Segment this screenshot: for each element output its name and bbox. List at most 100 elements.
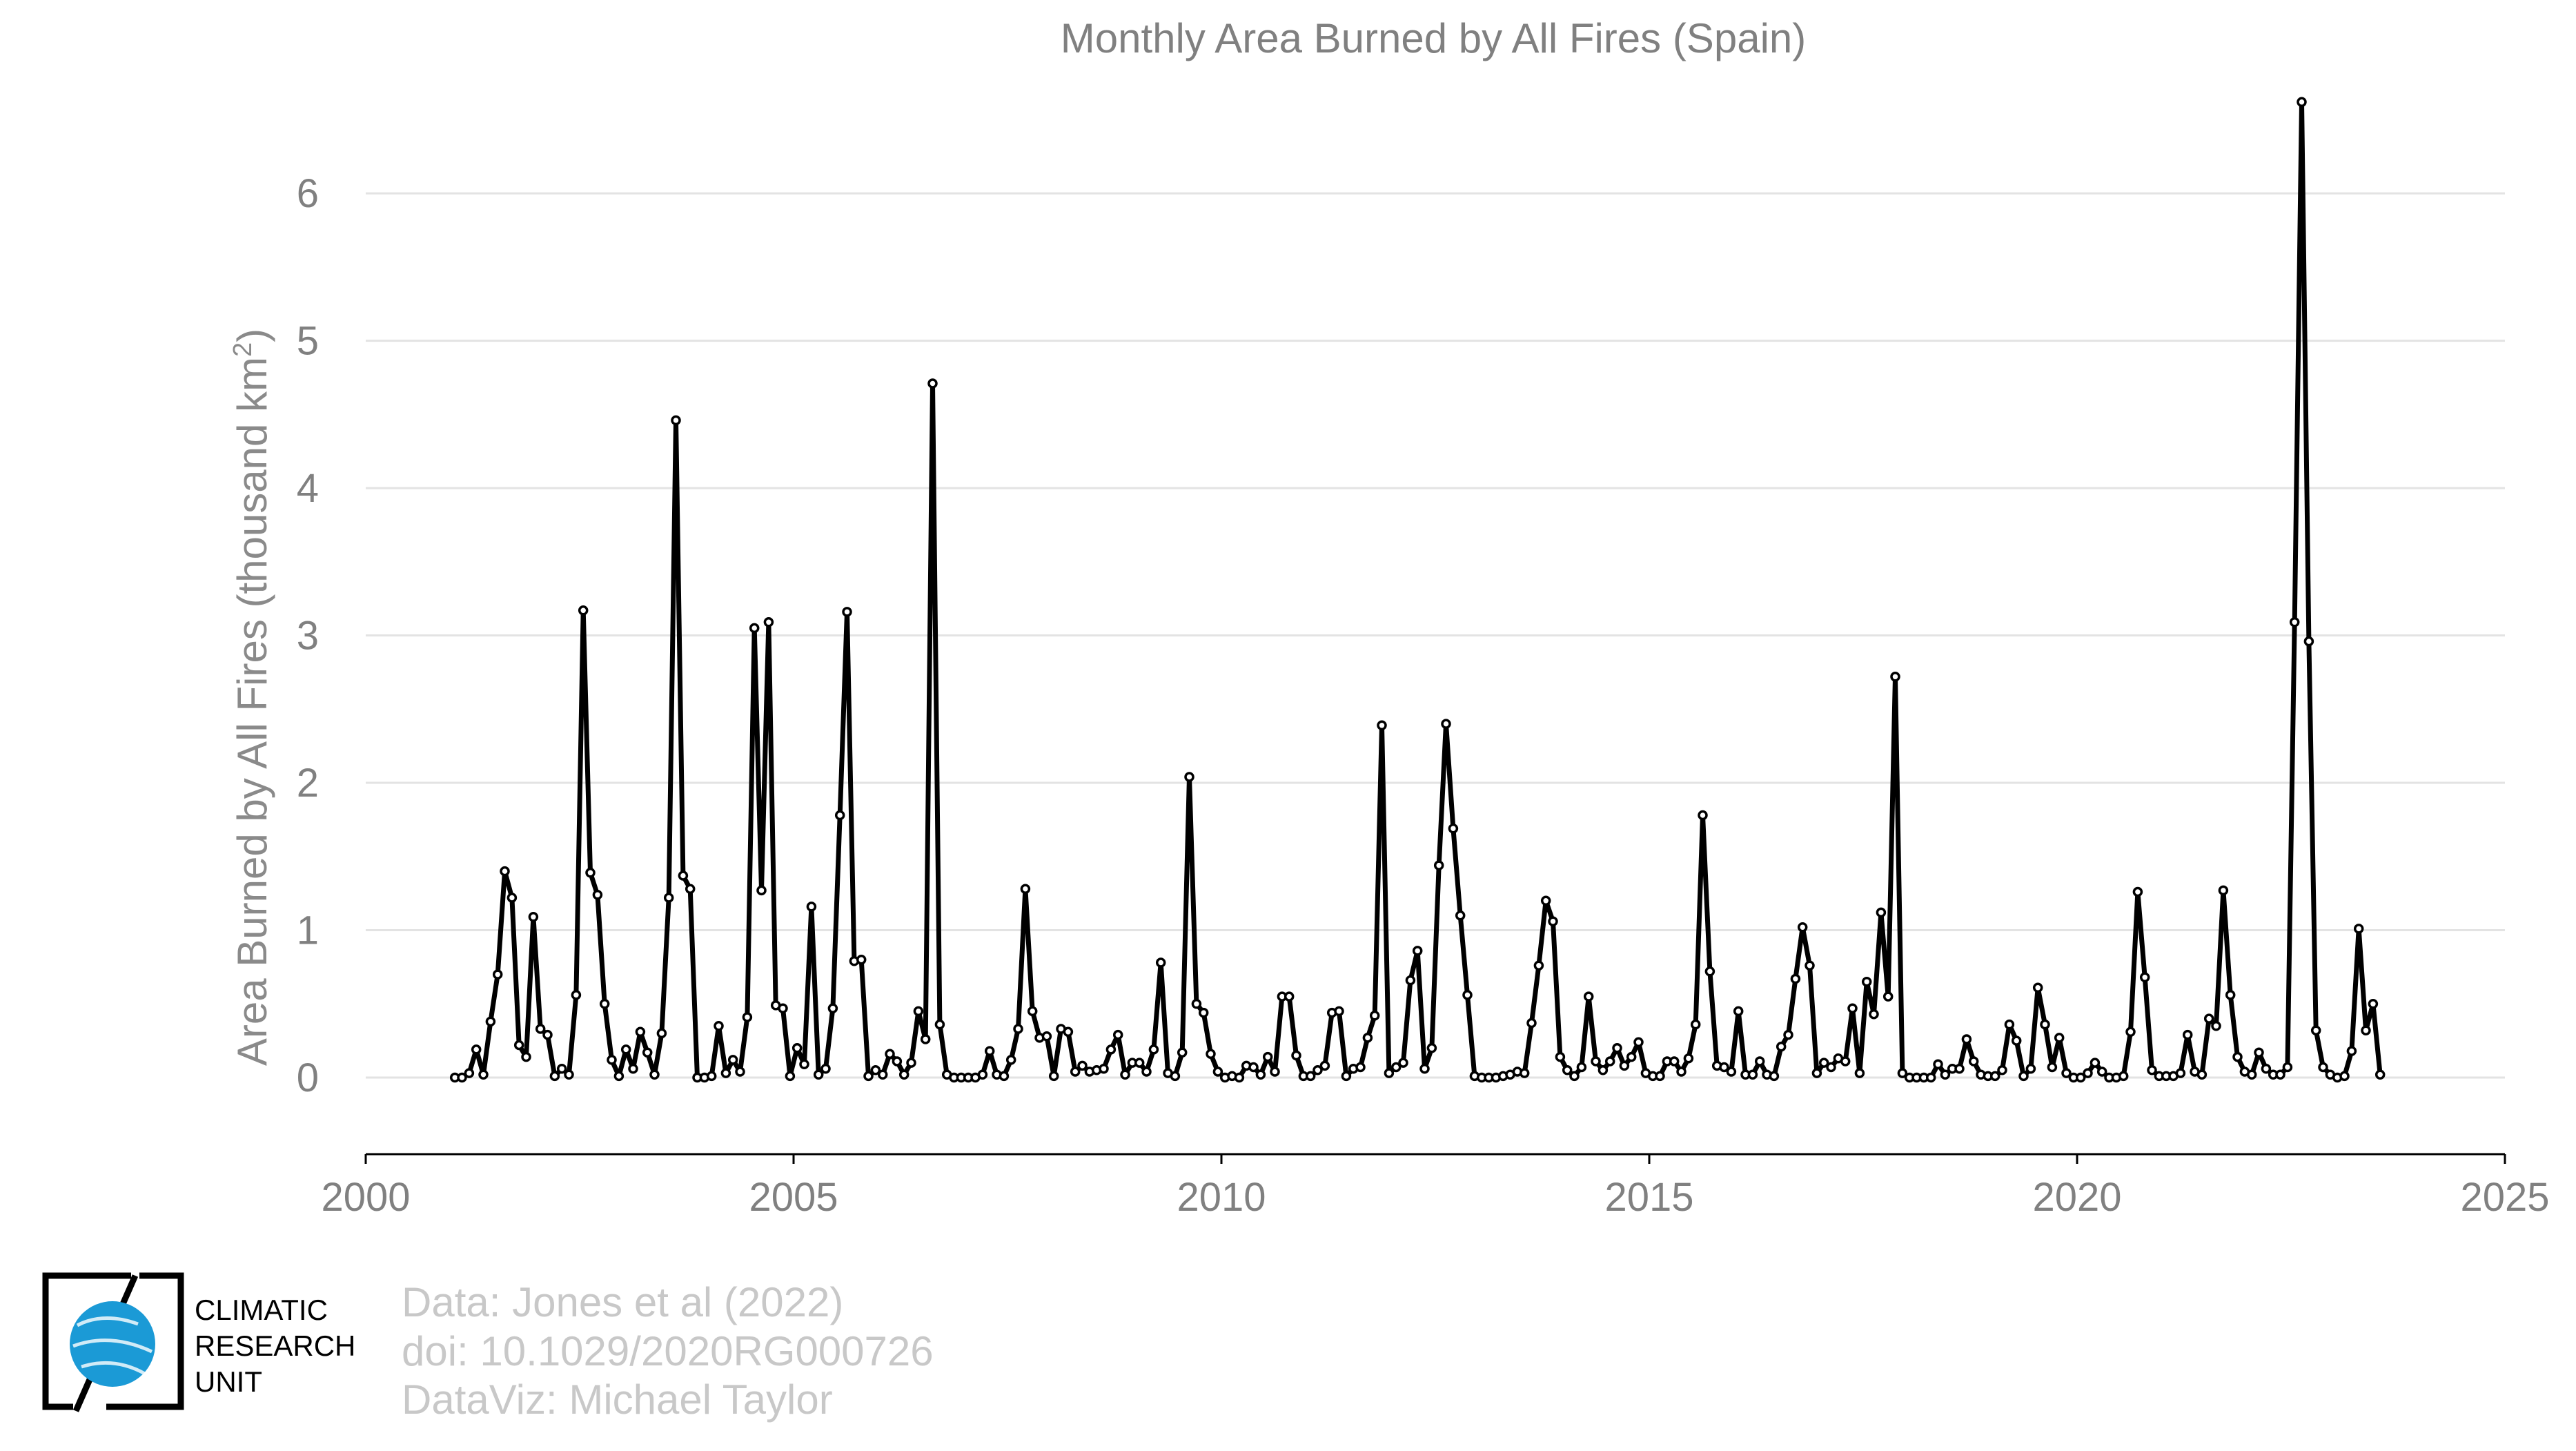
y-tick-label: 6 (297, 171, 319, 216)
data-point-134 (1405, 975, 1416, 986)
data-point-157 (1569, 1071, 1580, 1082)
data-point-41 (742, 1012, 753, 1022)
data-point-43 (756, 885, 767, 896)
data-point-81 (1027, 1006, 1038, 1017)
data-point-243 (2182, 1029, 2193, 1040)
data-point-32 (678, 870, 689, 881)
data-point-65 (913, 1006, 924, 1017)
data-point-2 (464, 1068, 475, 1078)
credit-dataviz: DataViz: Michael Taylor (402, 1376, 833, 1423)
data-point-176 (1704, 966, 1715, 977)
data-point-259 (2297, 97, 2307, 108)
logo-line-2: RESEARCH (195, 1330, 355, 1362)
data-point-192 (1818, 1058, 1829, 1068)
data-point-125 (1341, 1071, 1352, 1082)
data-point-120 (1305, 1071, 1316, 1082)
data-point-37 (714, 1021, 724, 1031)
data-point-5 (485, 1016, 496, 1027)
data-point-83 (1041, 1031, 1052, 1042)
data-point-38 (720, 1068, 731, 1078)
data-point-110 (1234, 1072, 1245, 1083)
data-point-217 (1997, 1065, 2007, 1075)
data-point-166 (1633, 1037, 1644, 1048)
data-point-213 (1968, 1056, 1979, 1067)
data-point-190 (1805, 960, 1815, 971)
data-point-160 (1591, 1056, 1601, 1067)
data-point-3 (471, 1044, 482, 1055)
data-point-186 (1776, 1041, 1787, 1052)
data-point-267 (2353, 924, 2364, 934)
y-tick-label: 3 (297, 614, 319, 659)
data-point-183 (1754, 1056, 1765, 1067)
x-tick-label: 2020 (2032, 1175, 2121, 1220)
data-point-16 (564, 1069, 574, 1080)
data-point-21 (599, 999, 610, 1009)
data-point-91 (1099, 1063, 1109, 1074)
data-point-129 (1369, 1011, 1380, 1021)
data-point-105 (1198, 1007, 1209, 1018)
data-point-228 (2075, 1072, 2086, 1083)
data-point-74 (977, 1069, 988, 1080)
data-point-54 (834, 810, 845, 821)
data-point-258 (2289, 617, 2300, 627)
x-tick-label: 2010 (1177, 1175, 1266, 1220)
data-point-198 (1861, 976, 1872, 987)
data-point-53 (827, 1003, 838, 1013)
data-point-28 (649, 1069, 660, 1080)
data-point-265 (2339, 1071, 2350, 1082)
data-point-96 (1134, 1058, 1145, 1068)
data-point-31 (671, 415, 681, 426)
data-point-171 (1669, 1056, 1680, 1067)
data-point-269 (2368, 999, 2379, 1009)
series-area-burned (449, 97, 2386, 1083)
data-point-124 (1334, 1006, 1344, 1017)
data-point-173 (1683, 1053, 1694, 1064)
data-point-158 (1576, 1062, 1587, 1073)
data-point-66 (920, 1034, 931, 1044)
data-point-254 (2261, 1063, 2272, 1074)
data-point-212 (1961, 1034, 1972, 1044)
data-point-112 (1248, 1062, 1259, 1073)
data-point-87 (1070, 1067, 1081, 1077)
data-point-152 (1533, 960, 1544, 971)
data-point-12 (535, 1024, 546, 1034)
data-point-104 (1191, 999, 1202, 1009)
data-point-29 (656, 1028, 667, 1039)
data-point-257 (2282, 1062, 2293, 1073)
data-point-128 (1362, 1033, 1373, 1043)
data-point-161 (1597, 1065, 1609, 1075)
data-point-46 (778, 1003, 788, 1013)
data-point-57 (856, 954, 867, 965)
data-point-122 (1319, 1060, 1330, 1071)
data-point-77 (999, 1071, 1010, 1082)
data-point-200 (1876, 907, 1887, 918)
data-point-22 (607, 1055, 617, 1065)
data-point-165 (1626, 1051, 1637, 1062)
data-point-115 (1270, 1067, 1280, 1077)
data-point-103 (1184, 772, 1194, 782)
data-point-98 (1148, 1044, 1159, 1055)
x-axis-ticks: 2000 2005 2010 2015 2020 2025 (321, 1154, 2550, 1220)
data-point-136 (1419, 1063, 1430, 1074)
data-point-84 (1048, 1071, 1059, 1082)
data-point-140 (1448, 823, 1459, 834)
data-point-27 (642, 1047, 653, 1058)
data-point-42 (749, 623, 760, 634)
data-point-153 (1540, 895, 1551, 906)
data-point-221 (2025, 1063, 2036, 1074)
data-point-156 (1562, 1065, 1573, 1075)
data-point-7 (500, 866, 510, 877)
data-point-141 (1455, 910, 1466, 921)
y-tick-label: 0 (297, 1055, 319, 1100)
chart-title: Monthly Area Burned by All Fires (Spain) (1061, 15, 1807, 61)
data-point-256 (2275, 1069, 2285, 1080)
data-point-193 (1826, 1062, 1836, 1073)
data-point-106 (1206, 1049, 1216, 1060)
data-point-242 (2175, 1068, 2186, 1078)
data-point-169 (1655, 1071, 1665, 1082)
data-point-49 (799, 1059, 809, 1070)
data-point-6 (492, 969, 503, 980)
data-point-201 (1882, 991, 1894, 1002)
data-point-245 (2196, 1069, 2208, 1080)
x-tick-label: 2015 (1604, 1175, 1693, 1220)
